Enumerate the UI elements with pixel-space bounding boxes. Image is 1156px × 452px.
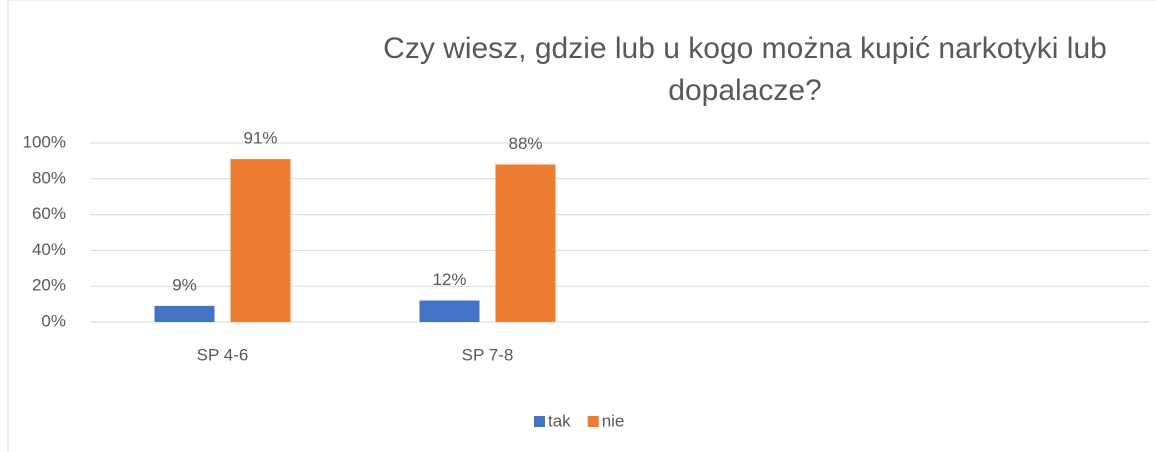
data-label: 91% <box>243 129 277 148</box>
data-label: 12% <box>432 270 466 289</box>
legend-swatch <box>587 416 599 427</box>
bar <box>154 305 215 322</box>
y-tick-label: 100% <box>23 132 66 151</box>
legend-swatch <box>534 416 545 427</box>
x-tick-label: SP 7-8 <box>462 345 514 364</box>
x-tick-label: SP 4-6 <box>197 345 249 364</box>
legend-label: nie <box>602 411 625 430</box>
y-tick-label: 20% <box>32 276 66 295</box>
y-tick-label: 40% <box>32 240 66 259</box>
bar <box>495 164 556 322</box>
bar <box>230 159 291 322</box>
y-tick-label: 0% <box>41 311 66 330</box>
bar <box>419 300 480 322</box>
y-tick-label: 60% <box>32 204 66 223</box>
chart-title: Czy wiesz, gdzie lub u kogo można kupić … <box>383 32 1107 107</box>
data-label: 9% <box>172 275 197 294</box>
data-label: 88% <box>508 134 542 153</box>
y-tick-label: 80% <box>32 168 66 187</box>
chart-border <box>7 0 1156 452</box>
legend-label: tak <box>548 411 571 430</box>
